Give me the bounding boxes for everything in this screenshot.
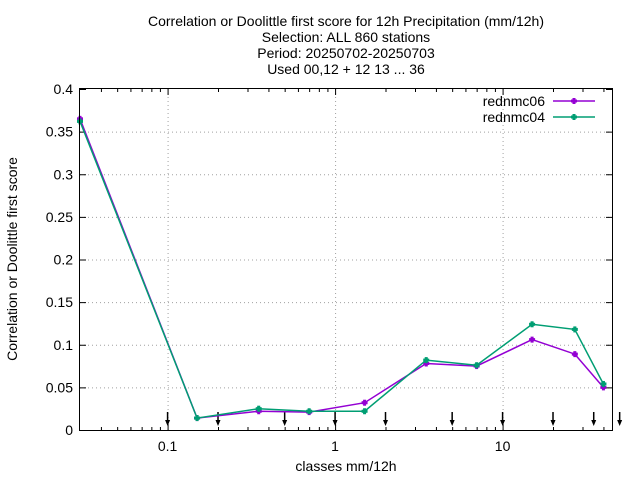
class-marker-arrow: [500, 412, 506, 426]
data-point-rednmc04: [529, 321, 536, 328]
class-marker-arrow: [449, 412, 455, 426]
data-point-rednmc06: [571, 351, 578, 358]
data-point-rednmc04: [571, 326, 578, 333]
legend-label-rednmc06: rednmc06: [483, 93, 545, 109]
y-tick-label: 0.4: [54, 81, 74, 97]
data-point-rednmc04: [473, 362, 480, 369]
title-line-4: Used 00,12 + 12 13 ... 36: [267, 61, 425, 77]
y-tick-label: 0.2: [54, 252, 74, 268]
data-point-rednmc04: [306, 408, 313, 415]
class-marker-arrow: [282, 412, 288, 426]
x-axis-label: classes mm/12h: [295, 458, 396, 474]
y-tick-label: 0.05: [46, 379, 73, 395]
legend-label-rednmc04: rednmc04: [483, 109, 545, 125]
y-tick-label: 0.3: [54, 166, 74, 182]
y-tick-label: 0.25: [46, 209, 73, 225]
class-marker-arrow: [215, 412, 221, 426]
class-marker-arrow: [550, 412, 556, 426]
data-point-rednmc04: [361, 408, 368, 415]
class-markers: [165, 412, 623, 426]
legend-marker-rednmc06: [571, 98, 577, 104]
grid: [80, 89, 612, 430]
class-marker-arrow: [591, 412, 597, 426]
class-marker-arrow: [617, 412, 623, 426]
class-marker-arrow: [332, 412, 338, 426]
plot-frame: [79, 88, 613, 431]
data-point-rednmc04: [194, 415, 201, 422]
data-point-rednmc04: [423, 357, 430, 364]
title-line-2: Selection: ALL 860 stations: [262, 29, 430, 45]
legend-marker-rednmc04: [571, 114, 577, 120]
series-layer: [77, 115, 607, 422]
data-point-rednmc06: [529, 336, 536, 343]
data-point-rednmc06: [361, 399, 368, 406]
chart-title: Correlation or Doolittle first score for…: [148, 13, 544, 77]
series-line-rednmc04: [79, 121, 605, 419]
class-marker-arrow: [383, 412, 389, 426]
y-axis-label: Correlation or Doolittle first score: [4, 157, 20, 361]
data-point-rednmc04: [255, 405, 262, 412]
x-tick-label: 1: [331, 438, 339, 454]
x-tick-label: 0.1: [158, 438, 178, 454]
y-tick-label: 0: [65, 422, 73, 438]
axis-ticks: 0 0.05 0.1 0.15 0.2 0.25 0.3 0.35 0.4 0.1 1 10: [46, 81, 612, 454]
class-marker-arrow: [165, 412, 171, 426]
title-line-3: Period: 20250702-20250703: [257, 45, 435, 61]
y-tick-label: 0.15: [46, 294, 73, 310]
title-line-1: Correlation or Doolittle first score for…: [148, 13, 544, 29]
y-tick-label: 0.35: [46, 124, 73, 140]
data-point-rednmc04: [600, 380, 607, 387]
x-tick-label: 10: [495, 438, 511, 454]
series-line-rednmc06: [79, 118, 604, 419]
y-tick-label: 0.1: [54, 337, 74, 353]
